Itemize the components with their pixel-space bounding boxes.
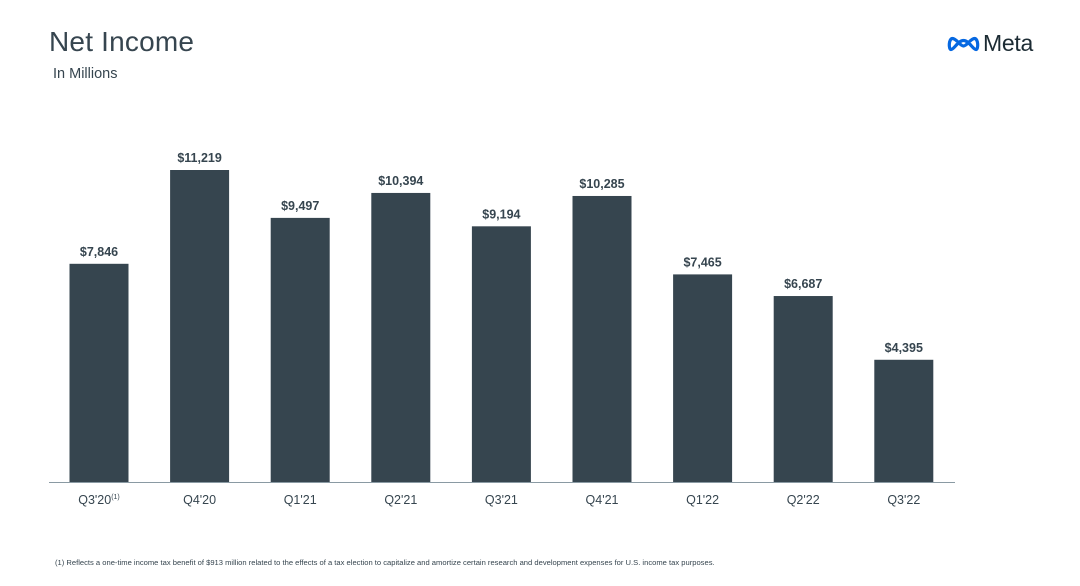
x-tick-label: Q2'22 xyxy=(787,493,820,507)
bar-value-label: $4,395 xyxy=(885,341,923,355)
bar-value-label: $6,687 xyxy=(784,277,822,291)
x-tick-label: Q3'20(1) xyxy=(78,493,120,507)
bar-4 xyxy=(371,192,431,482)
x-tick-label-text: Q4'21 xyxy=(586,493,619,507)
bar-5 xyxy=(471,226,531,482)
bar-value-label: $11,219 xyxy=(177,151,222,165)
bar-value-label: $9,194 xyxy=(482,207,520,221)
x-tick-label: Q4'20 xyxy=(183,493,216,507)
bar-value-label: $10,394 xyxy=(378,174,423,188)
bar-9 xyxy=(874,359,934,482)
bar-3 xyxy=(270,217,330,482)
x-tick-label-text: Q4'20 xyxy=(183,493,216,507)
x-tick-label-text: Q1'22 xyxy=(686,493,719,507)
x-tick-label-text: Q1'21 xyxy=(284,493,317,507)
x-tick-label-text: Q2'22 xyxy=(787,493,820,507)
bar-6 xyxy=(572,195,632,483)
x-tick-label: Q1'22 xyxy=(686,493,719,507)
bar-value-label: $7,465 xyxy=(683,255,721,269)
x-tick-label: Q2'21 xyxy=(384,493,417,507)
bar-value-label: $9,497 xyxy=(281,199,319,213)
footnote: (1) Reflects a one-time income tax benef… xyxy=(55,558,715,567)
bar-7 xyxy=(673,274,733,482)
x-tick-label: Q4'21 xyxy=(586,493,619,507)
meta-infinity-logo-icon xyxy=(947,36,980,51)
chart-title: Net Income xyxy=(49,26,195,57)
bar-8 xyxy=(773,296,833,482)
x-tick-label-text: Q3'22 xyxy=(887,493,920,507)
bar-2 xyxy=(170,170,230,482)
chart-subtitle: In Millions xyxy=(53,66,118,82)
x-tick-label: Q3'22 xyxy=(887,493,920,507)
x-tick-label-text: Q2'21 xyxy=(384,493,417,507)
logo-text: Meta xyxy=(983,30,1033,56)
x-tick-label-text: Q3'21 xyxy=(485,493,518,507)
x-tick-label: Q3'21 xyxy=(485,493,518,507)
x-tick-label-text: Q3'20 xyxy=(78,493,111,507)
bar-value-label: $10,285 xyxy=(579,177,624,191)
meta-logo: Meta xyxy=(947,30,1033,57)
bar-1 xyxy=(69,263,129,482)
x-tick-superscript: (1) xyxy=(111,494,120,501)
bar-value-label: $7,846 xyxy=(80,245,118,259)
x-tick-label: Q1'21 xyxy=(284,493,317,507)
